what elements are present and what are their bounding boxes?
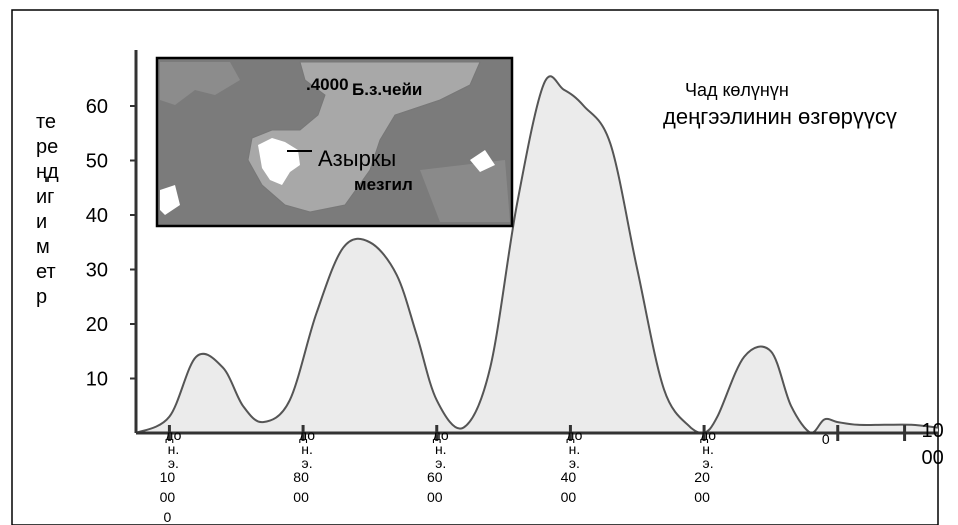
y-axis-label-part: ңд [36,161,59,183]
y-axis-label-part: ет [36,261,56,283]
inset-map-land-patch [160,62,240,105]
inset-map-present-lake [258,138,300,185]
x-tick-label: 60 [427,469,443,485]
inset-map-land-patch [420,160,510,222]
x-tick-label: 00 [427,489,443,505]
x-tick-label: э. [435,455,446,471]
inset-map-ancient-lake [247,61,481,213]
inset-map-era-label: .4000 [306,75,349,94]
y-tick-label: 60 [86,96,108,118]
x-tick-label: н. [168,441,180,457]
x-tick-label: э. [168,455,179,471]
y-axis-label-part: и [36,211,47,233]
x-tick-label: н. [435,441,447,457]
x-tick-label: н. [702,441,714,457]
x-tick-label: до [566,427,582,443]
y-axis-label: те ре ңд иг им ет р [36,111,59,308]
x-tick-label: э. [569,455,580,471]
x-tick-label: 20 [694,469,710,485]
x-tick-label: 00 [694,489,710,505]
y-axis-label-part: иг [36,186,54,208]
inset-map: .4000 Б.з.чейи Азыркы мезгил [155,56,514,228]
y-tick-label: 10 [86,369,108,391]
x-tick-label: 00 [921,447,943,469]
x-tick-label: 80 [293,469,309,485]
y-tick-label: 30 [86,260,108,282]
inset-map-white-spot [470,150,495,172]
y-tick-label: 20 [86,314,108,336]
x-tick-label: 00 [293,489,309,505]
x-tick-label: до [299,427,315,443]
y-axis-label-part: те [36,111,56,133]
inset-map-now-label: Азыркы [318,146,396,171]
x-tick-label: н. [301,441,313,457]
inset-map-white-spot [160,185,180,215]
x-tick-label: 0 [164,509,172,525]
x-tick-label: э. [302,455,313,471]
y-axis-label-part: м [36,236,50,258]
x-tick-label: э. [703,455,714,471]
x-tick-label: 0 [822,431,830,447]
x-tick-label: до [433,427,449,443]
y-axis-label-part: р [36,286,47,308]
x-tick-label: 10 [921,420,943,442]
inset-map-era-suffix: Б.з.чейи [352,80,422,99]
lake-level-area [136,76,938,434]
x-ticks: дон.э.10000дон.э.8000дон.э.6000дон.э.400… [160,420,944,525]
x-tick-label: 40 [561,469,577,485]
chart-title-line: Чад көлүнүн [685,80,789,100]
x-tick-label: до [165,427,181,443]
chart-title-line: деңгээлинин өзгөрүүсү [663,104,897,129]
y-tick-label: 40 [86,205,108,227]
inset-map-now-label-2: мезгил [354,175,413,194]
y-ticks: 10 20 30 40 50 60 [86,96,136,391]
chart-title: Чад көлүнүн деңгээлинин өзгөрүүсү [663,80,897,129]
x-tick-label: н. [569,441,581,457]
x-tick-label: до [700,427,716,443]
y-axis-label-part: ре [36,136,58,158]
x-tick-label: 00 [561,489,577,505]
x-tick-label: 00 [160,489,176,505]
x-tick-label: 10 [160,469,176,485]
y-tick-label: 50 [86,151,108,173]
